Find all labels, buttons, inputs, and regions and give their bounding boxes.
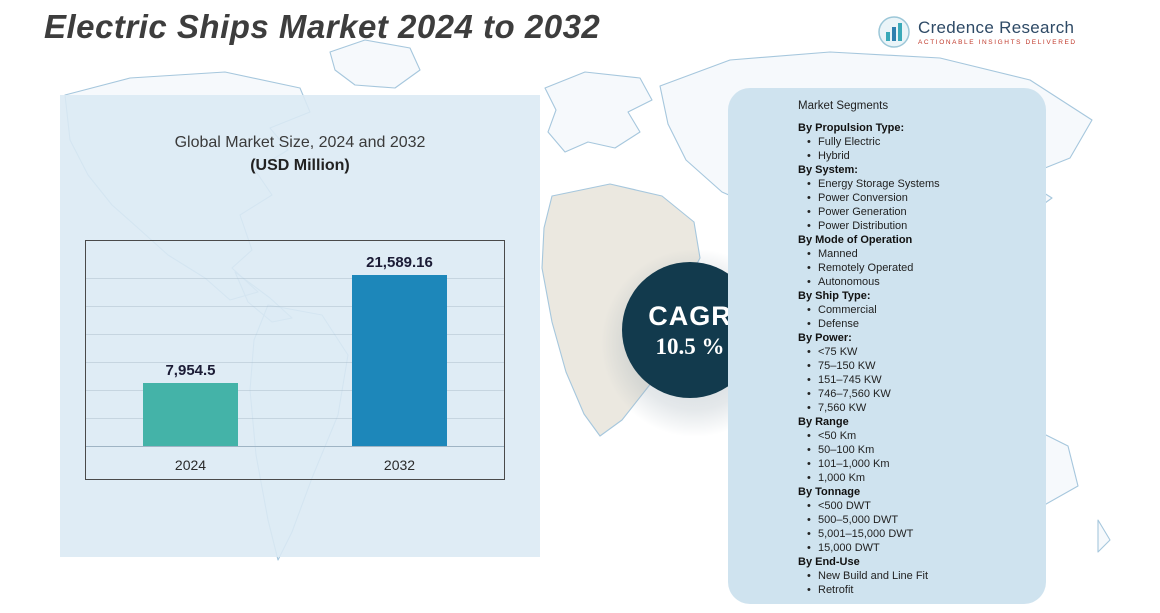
- segment-group: By Tonnage • <500 DWT • 500–5,000 DWT • 5,001–…: [798, 485, 1032, 555]
- bullet-icon: •: [807, 500, 811, 512]
- segment-item: • Autonomous: [807, 276, 880, 288]
- segment-item: • 5,001–15,000 DWT: [807, 528, 914, 540]
- bullet-icon: •: [807, 346, 811, 358]
- chart-title: Global Market Size, 2024 and 2032 (USD M…: [60, 131, 540, 177]
- logo-bars-icon: [878, 16, 910, 48]
- segment-item: • 15,000 DWT: [807, 542, 880, 554]
- bullet-icon: •: [807, 206, 811, 218]
- segment-item: • 500–5,000 DWT: [807, 514, 899, 526]
- segment-item: • <500 DWT: [807, 500, 871, 512]
- segment-group-header: By Power:: [798, 332, 852, 344]
- bullet-icon: •: [807, 542, 811, 554]
- segment-group: By System: • Energy Storage Systems • Power …: [798, 163, 1032, 233]
- segment-group: By Power: • <75 KW • 75–150 KW • 151–745 KW • 74…: [798, 331, 1032, 415]
- logo-tagline: Actionable Insights Delivered: [918, 39, 1077, 46]
- segment-item: • <50 Km: [807, 430, 857, 442]
- bar-slot-2032: 21,589.16: [295, 251, 504, 446]
- segment-item: • Commercial: [807, 304, 877, 316]
- segments-list: By Propulsion Type: • Fully Electric • Hybri…: [798, 121, 1032, 597]
- bar-value-label: 21,589.16: [366, 254, 433, 271]
- bullet-icon: •: [807, 458, 811, 470]
- bullet-icon: •: [807, 192, 811, 204]
- bullet-icon: •: [807, 178, 811, 190]
- bar-2032: [352, 275, 447, 446]
- segment-group: By Range • <50 Km • 50–100 Km • 101–1,000 Km • 1…: [798, 415, 1032, 485]
- x-axis-label: 2032: [383, 457, 416, 473]
- segment-item: • Power Conversion: [807, 192, 908, 204]
- bullet-icon: •: [807, 276, 811, 288]
- segment-group-header: By End-Use: [798, 556, 860, 568]
- segment-group-header: By Propulsion Type:: [798, 122, 905, 134]
- bar-chart: 7,954.5 21,589.16 2024 2032: [85, 240, 505, 480]
- bullet-icon: •: [807, 430, 811, 442]
- segment-item: • 151–745 KW: [807, 374, 882, 386]
- bullet-icon: •: [807, 220, 811, 232]
- bullet-icon: •: [807, 318, 811, 330]
- cagr-value: 10.5 %: [655, 333, 725, 359]
- segment-group: By End-Use • New Build and Line Fit • Retrof…: [798, 555, 1032, 597]
- segment-item: • 50–100 Km: [807, 444, 875, 456]
- bar-2024: [143, 383, 238, 446]
- segment-item: • 1,000 Km: [807, 472, 866, 484]
- segment-group-header: By Tonnage: [798, 486, 861, 498]
- map-europe: [544, 71, 653, 153]
- map-new-zealand: [1097, 519, 1111, 553]
- segment-group: By Mode of Operation • Manned • Remotely Ope…: [798, 233, 1032, 289]
- segment-group-header: By Ship Type:: [798, 290, 871, 302]
- bullet-icon: •: [807, 584, 811, 596]
- segment-group-header: By System:: [798, 164, 858, 176]
- cagr-label: CAGR: [648, 300, 732, 331]
- bullet-icon: •: [807, 514, 811, 526]
- bullet-icon: •: [807, 444, 811, 456]
- map-greenland: [329, 39, 421, 89]
- segment-item: • 75–150 KW: [807, 360, 876, 372]
- segment-item: • 101–1,000 Km: [807, 458, 890, 470]
- bullet-icon: •: [807, 360, 811, 372]
- segment-item: • Remotely Operated: [807, 262, 914, 274]
- segments-title: Market Segments: [798, 100, 889, 112]
- bullet-icon: •: [807, 136, 811, 148]
- bullet-icon: •: [807, 304, 811, 316]
- bullet-icon: •: [807, 570, 811, 582]
- segment-item: • Energy Storage Systems: [807, 178, 940, 190]
- market-segments-panel: Market Segments By Propulsion Type: • Full…: [728, 88, 1046, 604]
- segment-item: • Fully Electric: [807, 136, 881, 148]
- chart-plot-area: 7,954.5 21,589.16: [86, 251, 504, 447]
- market-size-panel: Global Market Size, 2024 and 2032 (USD M…: [60, 95, 540, 557]
- bullet-icon: •: [807, 472, 811, 484]
- page-title: Electric Ships Market 2024 to 2032: [44, 8, 601, 45]
- segment-item: • New Build and Line Fit: [807, 570, 929, 582]
- bullet-icon: •: [807, 248, 811, 260]
- credence-logo: Credence Research Actionable Insights De…: [878, 16, 1077, 48]
- segment-item: • Power Distribution: [807, 220, 908, 232]
- segment-group: By Propulsion Type: • Fully Electric • Hybri…: [798, 121, 1032, 163]
- bullet-icon: •: [807, 262, 811, 274]
- logo-name: Credence Research: [918, 18, 1075, 37]
- bullet-icon: •: [807, 528, 811, 540]
- bullet-icon: •: [807, 402, 811, 414]
- bar-slot-2024: 7,954.5: [86, 251, 295, 446]
- x-axis-label: 2024: [174, 457, 207, 473]
- segment-group: By Ship Type: • Commercial • Defense: [798, 289, 1032, 331]
- chart-title-line2: (USD Million): [250, 157, 350, 175]
- logo-text: Credence Research Actionable Insights De…: [918, 18, 1077, 46]
- segment-group-header: By Range: [798, 416, 849, 428]
- segment-group-header: By Mode of Operation: [798, 234, 913, 246]
- segment-item: • 7,560 KW: [807, 402, 867, 414]
- segment-item: • Manned: [807, 248, 858, 260]
- chart-title-line1: Global Market Size, 2024 and 2032: [174, 134, 426, 151]
- bullet-icon: •: [807, 374, 811, 386]
- chart-x-axis-labels: 2024 2032: [86, 457, 504, 473]
- segment-item: • Hybrid: [807, 150, 850, 162]
- segment-item: • Retrofit: [807, 584, 854, 596]
- segment-item: • Power Generation: [807, 206, 907, 218]
- segment-item: • 746–7,560 KW: [807, 388, 891, 400]
- bullet-icon: •: [807, 388, 811, 400]
- segment-item: • <75 KW: [807, 346, 858, 358]
- bar-value-label: 7,954.5: [165, 362, 216, 379]
- segment-item: • Defense: [807, 318, 859, 330]
- bullet-icon: •: [807, 150, 811, 162]
